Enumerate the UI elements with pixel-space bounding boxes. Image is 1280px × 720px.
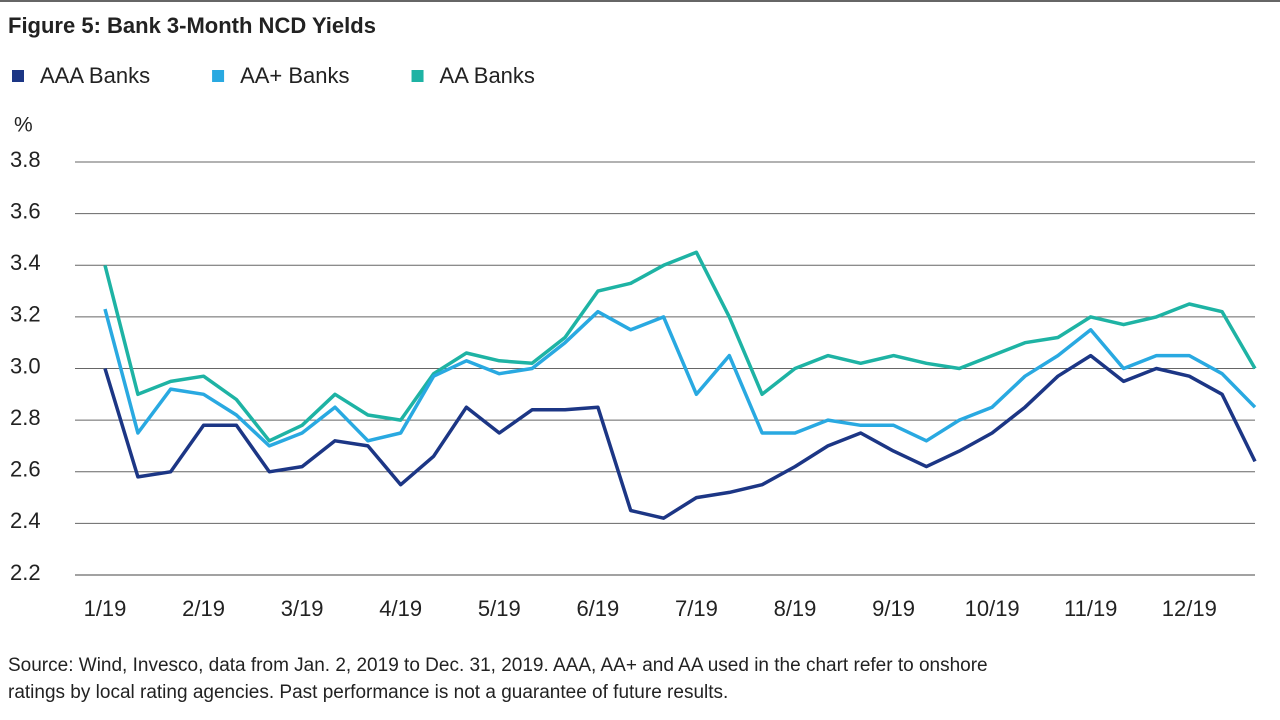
series-line	[103, 250, 1257, 443]
legend-swatch	[411, 70, 424, 82]
series-line	[103, 308, 1257, 448]
y-tick-label: 3.4	[10, 250, 41, 275]
x-tick-label: 7/19	[675, 596, 718, 621]
x-tick-label: 1/19	[84, 596, 127, 621]
source-note: ratings by local rating agencies. Past p…	[8, 682, 728, 703]
y-tick-label: 2.6	[10, 457, 41, 482]
x-tick-label: 10/19	[965, 596, 1020, 621]
y-tick-label: 3.8	[10, 147, 41, 172]
y-tick-label: 2.8	[10, 405, 41, 430]
x-tick-label: 3/19	[281, 596, 324, 621]
y-tick-label: 3.0	[10, 353, 41, 378]
y-tick-label: 2.4	[10, 508, 41, 533]
x-tick-label: 8/19	[774, 596, 817, 621]
legend-swatch	[12, 70, 24, 82]
legend-label: AA+ Banks	[240, 63, 349, 88]
x-tick-label: 11/19	[1064, 596, 1117, 621]
x-tick-label: 4/19	[379, 596, 422, 621]
legend-swatch	[212, 70, 225, 82]
x-tick-label: 2/19	[182, 596, 225, 621]
x-tick-label: 9/19	[872, 596, 915, 621]
y-axis-label: %	[14, 114, 33, 137]
source-note: Source: Wind, Invesco, data from Jan. 2,…	[8, 655, 988, 676]
y-tick-label: 3.6	[10, 198, 41, 223]
series-line	[103, 353, 1257, 520]
x-tick-label: 12/19	[1162, 596, 1217, 621]
y-tick-label: 3.2	[10, 302, 41, 327]
x-tick-label: 5/19	[478, 596, 521, 621]
legend-label: AAA Banks	[40, 63, 150, 88]
chart-title: Figure 5: Bank 3-Month NCD Yields	[8, 13, 376, 38]
legend-label: AA Banks	[440, 63, 535, 88]
y-tick-label: 2.2	[10, 560, 41, 585]
x-tick-label: 6/19	[576, 596, 619, 621]
